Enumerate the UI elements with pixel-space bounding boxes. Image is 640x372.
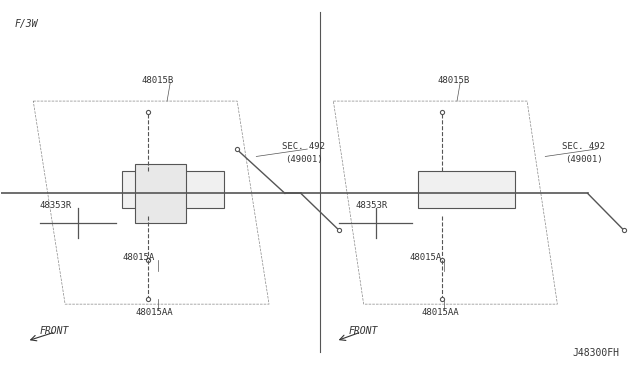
Text: 48015AA: 48015AA [422,308,460,317]
Text: (49001): (49001) [565,155,603,164]
Text: F/3W: F/3W [14,19,38,29]
Text: SEC. 492: SEC. 492 [282,142,324,151]
Text: J48300FH: J48300FH [573,348,620,358]
Text: SEC. 492: SEC. 492 [562,142,605,151]
Text: 48015A: 48015A [409,253,442,262]
Text: 48015A: 48015A [122,253,155,262]
Text: (49001): (49001) [285,155,323,164]
FancyBboxPatch shape [122,171,225,208]
Text: 48015B: 48015B [141,76,174,84]
Text: FRONT: FRONT [40,326,69,336]
FancyBboxPatch shape [135,164,186,223]
Text: 48353R: 48353R [355,201,387,210]
Text: FRONT: FRONT [349,326,378,336]
Text: 48015B: 48015B [438,76,470,84]
Text: 48353R: 48353R [40,201,72,210]
FancyBboxPatch shape [418,171,515,208]
Text: 48015AA: 48015AA [135,308,173,317]
